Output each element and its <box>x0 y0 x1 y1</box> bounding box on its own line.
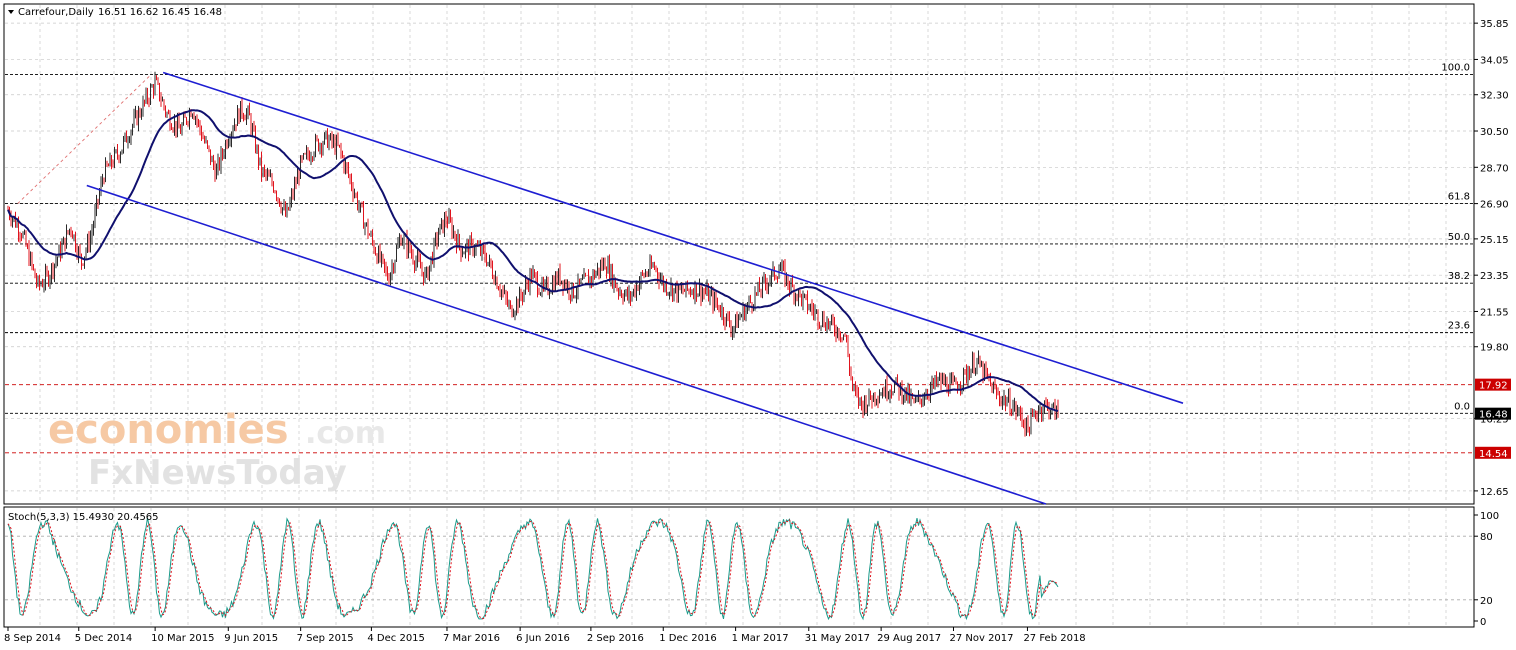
fib-level-label: 23.6 <box>1448 321 1470 332</box>
stoch-tick-label: 80 <box>1480 532 1493 543</box>
time-tick-label: 27 Feb 2018 <box>1023 633 1085 644</box>
time-tick-label: 2 Sep 2016 <box>587 633 644 644</box>
channel-upper-line <box>162 71 1184 404</box>
fib-level-label: 50.0 <box>1448 232 1470 243</box>
collapse-triangle-icon[interactable] <box>8 10 14 14</box>
price-tick-label: 35.85 <box>1480 19 1509 30</box>
chart-symbol-label: Carrefour,Daily <box>18 7 94 18</box>
watermark-economies: economies <box>48 407 289 453</box>
price-axis: 35.85 34.05 32.30 30.50 28.70 26.90 25.15 23.35… <box>1474 19 1511 628</box>
time-tick-label: 9 Jun 2015 <box>224 633 278 644</box>
time-tick-label: 8 Sep 2014 <box>4 633 61 644</box>
time-tick-label: 29 Aug 2017 <box>877 633 941 644</box>
price-tick-label: 12.65 <box>1480 487 1509 498</box>
stoch-tick-label: 100 <box>1480 511 1499 522</box>
price-tick-label: 23.35 <box>1480 271 1509 282</box>
fib-anchor-line <box>17 74 152 204</box>
price-badge: 14.54 <box>1475 446 1511 460</box>
fib-level-label: 38.2 <box>1448 271 1470 282</box>
price-badge-bg <box>1475 378 1511 391</box>
fib-level-label: 61.8 <box>1448 192 1470 203</box>
stoch-label: Stoch(5,3,3) 15.4930 20.4565 <box>8 512 159 523</box>
fibonacci-levels: 100.0 61.8 50.0 38.2 23.6 0.0 <box>5 63 1473 454</box>
price-tick-label: 32.30 <box>1480 91 1509 102</box>
time-tick-label: 6 Jun 2016 <box>516 633 570 644</box>
price-tick-label: 26.90 <box>1480 200 1509 211</box>
stoch-main-line <box>7 517 1059 621</box>
moving-average-line <box>7 109 1059 413</box>
time-axis: 8 Sep 2014 5 Dec 2014 10 Mar 2015 9 Jun 201… <box>4 627 1086 644</box>
time-tick-label: 5 Dec 2014 <box>75 633 133 644</box>
chart-ohlc-label: 16.51 16.62 16.45 16.48 <box>98 7 222 18</box>
stochastic-oscillator <box>5 517 1473 621</box>
price-badge-value: 17.92 <box>1479 381 1508 392</box>
time-tick-label: 1 Mar 2017 <box>732 633 789 644</box>
time-tick-label: 10 Mar 2015 <box>151 633 214 644</box>
fib-level-label: 0.0 <box>1454 401 1470 412</box>
price-badge-value: 14.54 <box>1479 449 1508 460</box>
price-tick-label: 25.15 <box>1480 235 1509 246</box>
time-tick-label: 1 Dec 2016 <box>659 633 717 644</box>
price-tick-label: 16.25 <box>1480 414 1509 425</box>
stoch-tick-label: 0 <box>1480 617 1486 628</box>
watermark-fxnewstoday: FxNewsToday <box>88 453 347 493</box>
price-tick-label: 34.05 <box>1480 55 1509 66</box>
price-tick-label: 28.70 <box>1480 163 1509 174</box>
time-tick-label: 7 Sep 2015 <box>297 633 354 644</box>
watermark-economies-suffix: .com <box>305 416 386 451</box>
stoch-panel-frame <box>3 506 1475 628</box>
price-badge-bg <box>1475 407 1511 420</box>
fib-level-label: 100.0 <box>1441 63 1470 74</box>
channel-lower-line <box>86 184 1047 505</box>
price-badge-bg <box>1475 446 1511 459</box>
stoch-tick-label: 20 <box>1480 596 1493 607</box>
watermark: economies .com FxNewsToday <box>48 407 386 493</box>
price-tick-label: 21.55 <box>1480 307 1509 318</box>
moving-average-line <box>7 109 1059 413</box>
price-badge: 17.92 <box>1475 378 1511 392</box>
time-tick-label: 31 May 2017 <box>805 633 870 644</box>
time-tick-label: 7 Mar 2016 <box>443 633 500 644</box>
main-chart-frame <box>3 3 1475 505</box>
price-badge-value: 16.48 <box>1479 410 1508 421</box>
price-tick-label: 19.80 <box>1480 343 1509 354</box>
price-badge: 16.48 <box>1475 407 1511 421</box>
time-tick-label: 4 Dec 2015 <box>367 633 425 644</box>
trend-channel <box>86 71 1184 505</box>
price-tick-label: 30.50 <box>1480 127 1509 138</box>
time-tick-label: 27 Nov 2017 <box>949 633 1013 644</box>
